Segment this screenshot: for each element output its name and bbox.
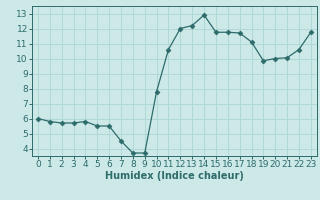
X-axis label: Humidex (Indice chaleur): Humidex (Indice chaleur)	[105, 171, 244, 181]
